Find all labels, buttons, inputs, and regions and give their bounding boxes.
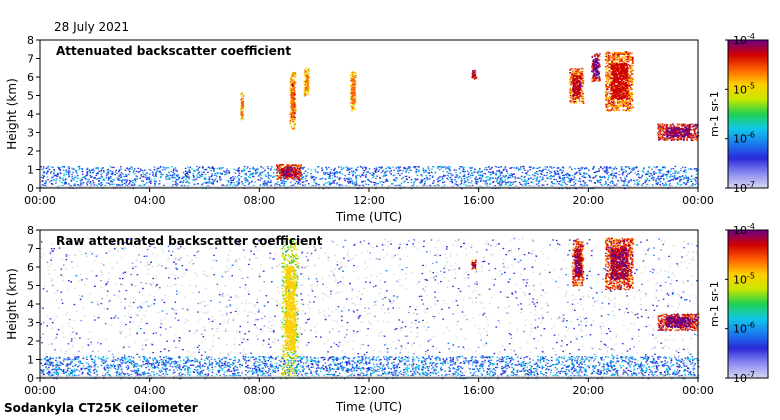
y-tick-label: 7	[27, 53, 34, 66]
x-tick-label: 16:00	[463, 384, 495, 397]
y-axis-label: Height (km)	[5, 78, 19, 149]
x-tick-label: 08:00	[243, 194, 275, 207]
y-tick-label: 4	[27, 108, 34, 121]
x-tick-label: 00:00	[24, 384, 56, 397]
y-tick-label: 3	[27, 317, 34, 330]
x-tick-label: 16:00	[463, 194, 495, 207]
y-tick-label: 6	[27, 261, 34, 274]
y-tick-label: 7	[27, 243, 34, 256]
x-tick-label: 00:00	[682, 194, 714, 207]
y-tick-label: 2	[27, 145, 34, 158]
x-axis-label: Time (UTC)	[335, 210, 402, 224]
colorbar-label: m-1 sr-1	[708, 91, 721, 137]
y-tick-label: 1	[27, 164, 34, 177]
colorbar: 10-710-610-510-4m-1 sr-1	[708, 222, 768, 385]
x-tick-label: 12:00	[353, 194, 385, 207]
panel-2: Raw attenuated backscatter coefficient01…	[5, 222, 768, 414]
x-tick-label: 20:00	[572, 194, 604, 207]
y-tick-label: 4	[27, 298, 34, 311]
x-tick-label: 20:00	[572, 384, 604, 397]
x-tick-label: 00:00	[682, 384, 714, 397]
panel-1: Attenuated backscatter coefficient012345…	[5, 32, 768, 224]
colorbar-scale	[728, 230, 768, 378]
x-tick-label: 12:00	[353, 384, 385, 397]
x-tick-label: 08:00	[243, 384, 275, 397]
y-tick-label: 8	[27, 34, 34, 47]
x-tick-label: 04:00	[134, 384, 166, 397]
plot-area	[40, 230, 698, 378]
y-tick-label: 2	[27, 335, 34, 348]
colorbar: 10-710-610-510-4m-1 sr-1	[708, 32, 768, 195]
y-tick-label: 5	[27, 280, 34, 293]
y-tick-label: 3	[27, 127, 34, 140]
x-tick-label: 04:00	[134, 194, 166, 207]
y-tick-label: 5	[27, 90, 34, 103]
colorbar-label: m-1 sr-1	[708, 281, 721, 327]
y-tick-label: 8	[27, 224, 34, 237]
colorbar-scale	[728, 40, 768, 188]
panel-title: Raw attenuated backscatter coefficient	[56, 234, 323, 248]
y-axis-label: Height (km)	[5, 268, 19, 339]
x-axis-label: Time (UTC)	[335, 400, 402, 414]
figure-footer: Sodankyla CT25K ceilometer	[4, 401, 198, 415]
y-tick-label: 1	[27, 354, 34, 367]
y-tick-label: 6	[27, 71, 34, 84]
x-tick-label: 00:00	[24, 194, 56, 207]
colorbar-tick-label: 10-7	[733, 370, 755, 385]
colorbar-tick-label: 10-7	[733, 180, 755, 195]
panel-title: Attenuated backscatter coefficient	[56, 44, 291, 58]
